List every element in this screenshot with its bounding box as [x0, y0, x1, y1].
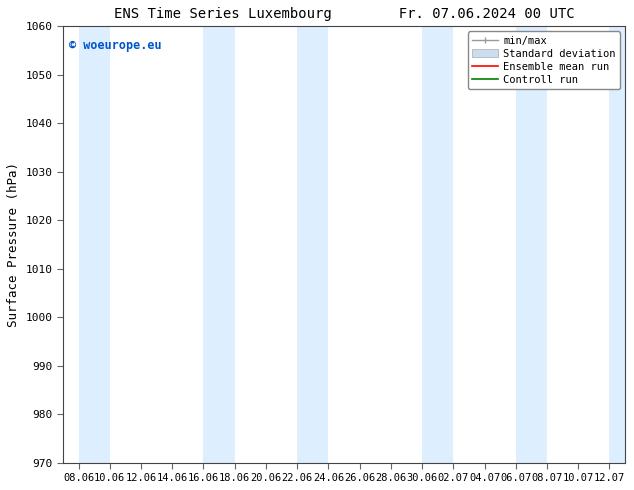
Bar: [516, 26, 547, 463]
Bar: [79, 26, 110, 463]
Bar: [297, 26, 328, 463]
Y-axis label: Surface Pressure (hPa): Surface Pressure (hPa): [7, 162, 20, 327]
Legend: min/max, Standard deviation, Ensemble mean run, Controll run: min/max, Standard deviation, Ensemble me…: [468, 31, 620, 89]
Bar: [609, 26, 634, 463]
Bar: [204, 26, 235, 463]
Bar: [422, 26, 453, 463]
Text: © woeurope.eu: © woeurope.eu: [68, 39, 161, 52]
Title: ENS Time Series Luxembourg        Fr. 07.06.2024 00 UTC: ENS Time Series Luxembourg Fr. 07.06.202…: [113, 7, 574, 21]
